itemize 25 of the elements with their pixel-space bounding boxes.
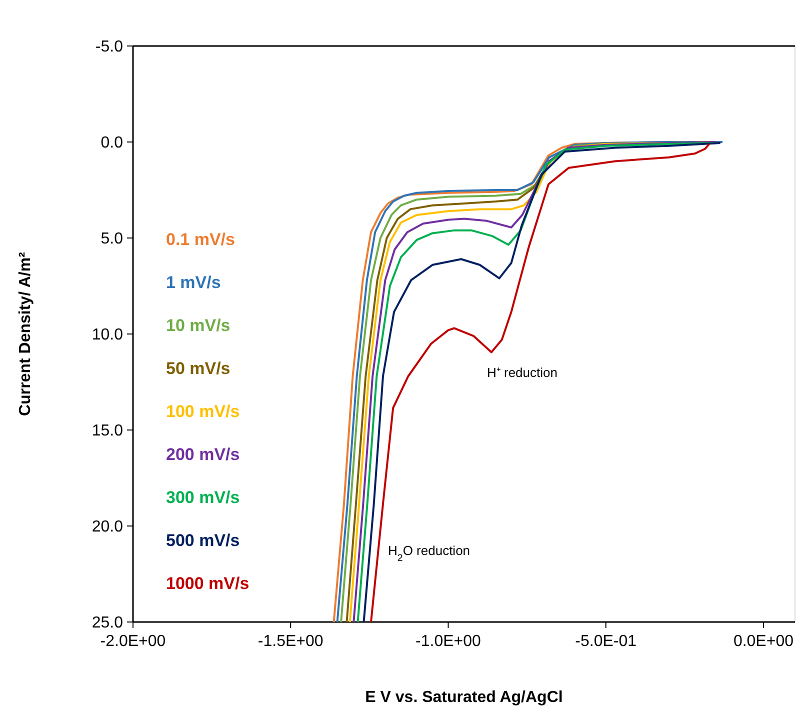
x-tick-label: -1.5E+00 <box>258 633 324 650</box>
text: 0.1 mV/s <box>166 230 235 249</box>
text: 1000 mV/s <box>166 574 250 593</box>
text: 500 mV/s <box>166 531 240 550</box>
text: 100 mV/s <box>166 402 240 421</box>
y-tick-label: 10.0 <box>92 326 124 344</box>
annotation: H⁺ reduction <box>487 365 558 380</box>
y-tick-label: 25.0 <box>92 614 124 632</box>
y-tick-label: 20.0 <box>92 518 124 536</box>
x-tick-label: -2.0E+00 <box>100 633 166 650</box>
text: 200 mV/s <box>166 445 240 464</box>
text: 300 mV/s <box>166 488 240 507</box>
text: 1 mV/s <box>166 273 221 292</box>
annotation: H$_{2}$O reduction <box>388 543 470 564</box>
x-tick-label: -1.0E+00 <box>416 633 482 650</box>
text: 50 mV/s <box>166 359 230 378</box>
text: 10 mV/s <box>166 316 230 335</box>
x-tick-label: 0.0E+00 <box>733 633 794 650</box>
y-axis-title: Current Density/ A/m² <box>17 252 34 416</box>
y-tick-label: 5.0 <box>100 230 124 248</box>
x-axis-title: E V vs. Saturated Ag/AgCl <box>365 689 563 706</box>
y-tick-label: 0.0 <box>100 134 124 152</box>
y-tick-label: 15.0 <box>92 422 124 440</box>
x-tick-label: -5.0E-01 <box>575 633 637 650</box>
y-tick-label: -5.0 <box>95 38 124 56</box>
